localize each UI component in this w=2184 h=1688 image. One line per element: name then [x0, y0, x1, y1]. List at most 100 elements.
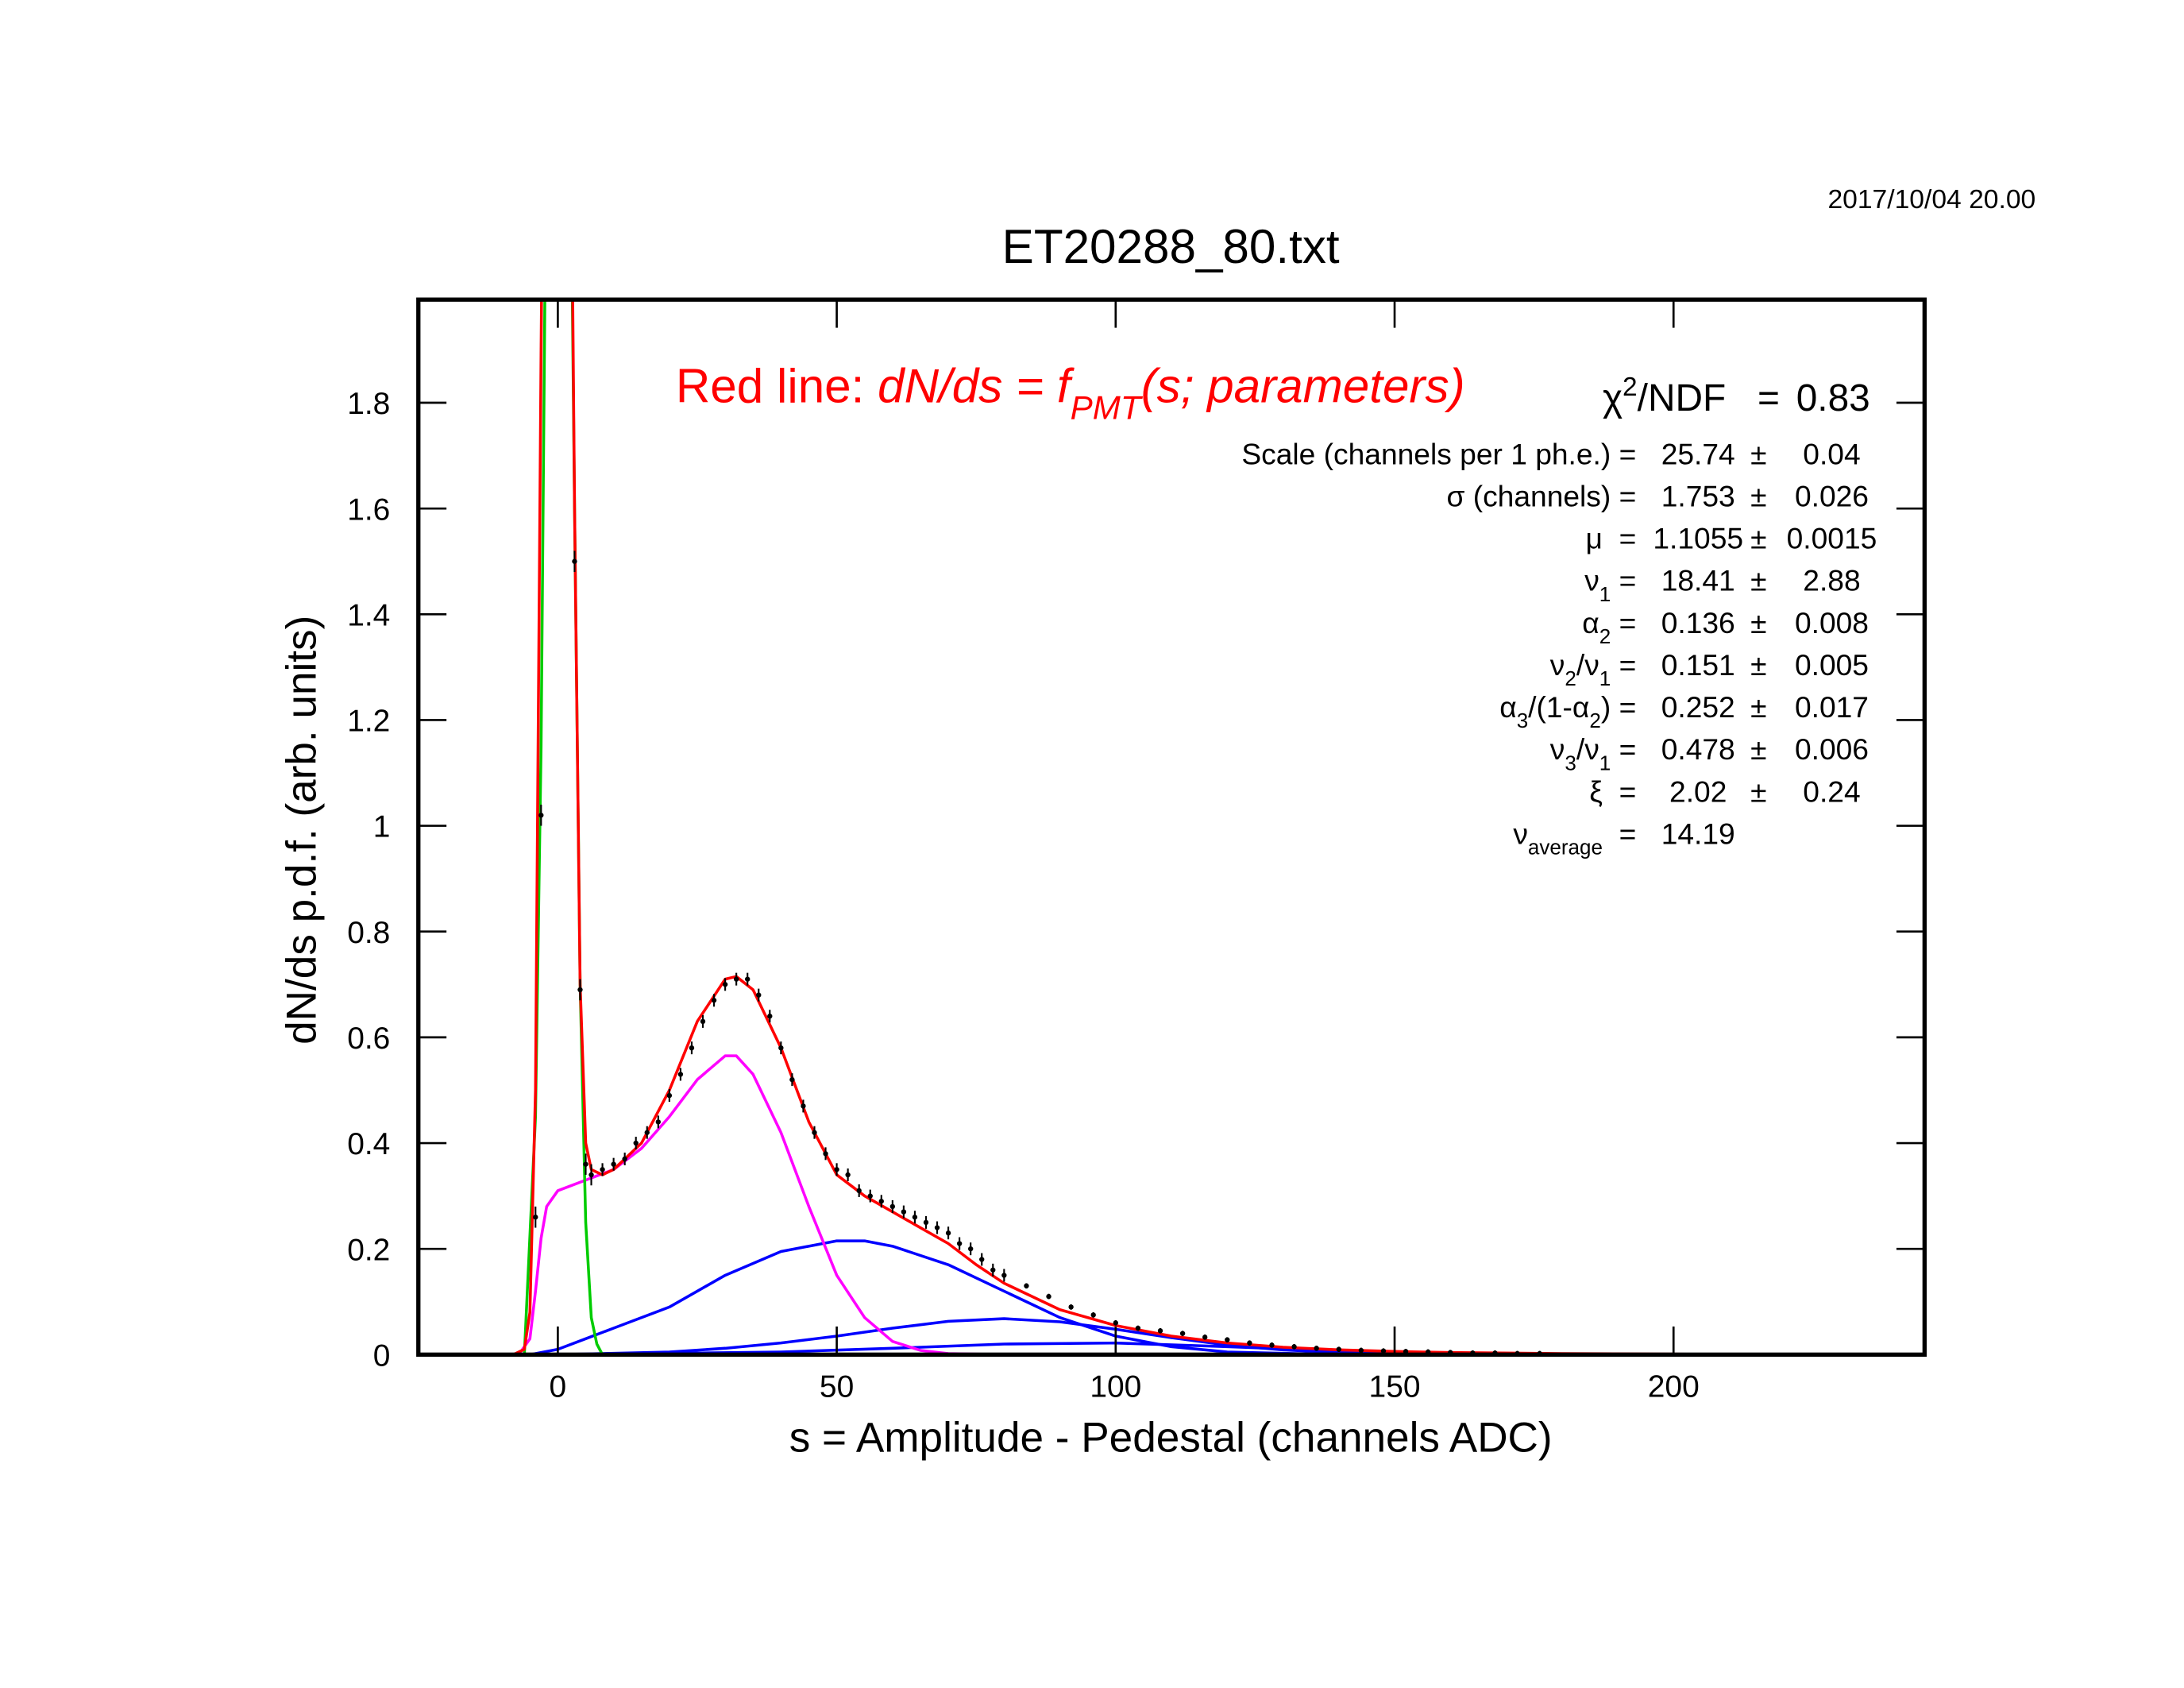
y-axis-label: dN/ds p.d.f. (arb. units)	[279, 616, 326, 1045]
data-point	[745, 976, 751, 982]
y-tick-label: 0.8	[347, 916, 390, 950]
data-point	[967, 1246, 974, 1252]
parameter-value: 25.74	[1661, 437, 1735, 470]
y-tick-label: 1.8	[347, 387, 390, 421]
data-point	[588, 1172, 594, 1178]
plus-minus: ±	[1750, 690, 1766, 724]
data-point	[583, 1161, 588, 1167]
data-point	[611, 1161, 616, 1167]
parameter-value: 0.252	[1661, 690, 1735, 724]
parameter-label: σ (channels) =	[1446, 480, 1636, 513]
parameter-error: 0.006	[1795, 732, 1869, 766]
chi2-label: χ2/NDF =	[1603, 373, 1780, 419]
fit-curve	[517, 1054, 1005, 1355]
text-part: /ν	[1576, 732, 1599, 766]
parameter-label: ξ =	[1589, 774, 1636, 808]
y-tick-label: 1.4	[347, 598, 390, 632]
plus-minus: ±	[1750, 522, 1766, 555]
plus-minus: ±	[1750, 774, 1766, 808]
data-point	[990, 1267, 996, 1273]
data-point	[600, 1167, 605, 1172]
text-part: ) =	[1601, 690, 1636, 724]
data-point	[767, 1014, 773, 1019]
text-part: 3	[1517, 709, 1528, 732]
text-part: σ (channels) =	[1446, 480, 1636, 513]
data-point	[1113, 1320, 1118, 1326]
parameter-value: 2.02	[1669, 774, 1727, 808]
data-point	[1202, 1335, 1208, 1340]
data-point	[1046, 1293, 1051, 1300]
y-tick-label: 0.6	[347, 1022, 390, 1056]
data-point	[644, 1130, 650, 1135]
data-point	[1090, 1312, 1096, 1318]
data-point	[945, 1230, 951, 1236]
data-point	[1269, 1342, 1275, 1348]
fit-curve	[512, 299, 1741, 1355]
parameter-value: 0.478	[1661, 732, 1735, 766]
text-part: ν	[1550, 648, 1565, 682]
data-point	[845, 1172, 851, 1178]
parameter-error: 0.008	[1795, 606, 1869, 639]
data-point	[1247, 1340, 1252, 1346]
text-part: 2	[1589, 709, 1600, 732]
text-part: dN/ds = f	[878, 359, 1075, 412]
text-part: average	[1528, 836, 1603, 859]
fit-curve	[523, 299, 669, 1355]
data-point	[878, 1199, 884, 1204]
fit-curve	[558, 1317, 1451, 1355]
text-part: ν	[1550, 732, 1565, 766]
data-point	[700, 1018, 706, 1025]
text-part: ξ =	[1589, 774, 1636, 808]
text-part: 2	[1623, 373, 1638, 402]
x-axis-label: s = Amplitude - Pedestal (channels ADC)	[789, 1414, 1553, 1461]
data-point	[901, 1209, 907, 1215]
data-point	[1336, 1346, 1341, 1352]
data-point	[956, 1241, 963, 1246]
parameter-label: μ =	[1586, 522, 1637, 555]
text-part: α	[1499, 690, 1517, 724]
data-point	[778, 1045, 784, 1051]
parameter-error: 0.04	[1803, 437, 1860, 470]
parameter-label: α3/(1-α2) =	[1499, 690, 1636, 732]
data-point	[666, 1092, 673, 1099]
y-tick-label: 0.2	[347, 1233, 390, 1267]
data-point	[1068, 1304, 1074, 1310]
text-part: 1	[1599, 751, 1611, 774]
text-part: ν	[1513, 817, 1528, 851]
data-point	[889, 1203, 896, 1210]
text-part: μ =	[1586, 522, 1637, 555]
text-part: =	[1611, 564, 1636, 597]
parameter-value: 1.1055	[1653, 522, 1743, 555]
data-point	[1380, 1348, 1387, 1354]
plus-minus: ±	[1750, 480, 1766, 513]
x-tick-label: 200	[1648, 1369, 1700, 1404]
parameter-label: ν2/ν1 =	[1550, 648, 1637, 690]
plus-minus: ±	[1750, 564, 1766, 597]
data-point	[834, 1167, 839, 1172]
parameter-label: ν1 =	[1584, 564, 1636, 606]
data-point	[689, 1045, 695, 1051]
data-point	[722, 982, 728, 987]
plus-minus: ±	[1750, 437, 1766, 470]
data-point	[756, 992, 762, 998]
data-point	[856, 1188, 862, 1194]
parameter-label: α2 =	[1582, 606, 1636, 648]
parameter-value: 18.41	[1661, 564, 1735, 597]
data-point	[823, 1151, 828, 1157]
parameter-error: 0.24	[1803, 774, 1860, 808]
x-tick-label: 150	[1369, 1369, 1421, 1404]
y-tick-label: 0	[373, 1338, 391, 1373]
text-part: (s; parameters)	[1141, 359, 1465, 412]
data-point	[677, 1072, 684, 1077]
data-point	[1024, 1283, 1029, 1288]
data-point	[801, 1103, 806, 1109]
text-part: 3	[1565, 751, 1576, 774]
data-point	[912, 1215, 918, 1220]
plus-minus: ±	[1750, 606, 1766, 639]
text-part: 2	[1599, 624, 1611, 648]
data-point	[934, 1225, 940, 1230]
y-tick-label: 1.6	[347, 492, 390, 527]
text-part: 1	[1599, 582, 1611, 606]
data-point	[979, 1257, 985, 1262]
